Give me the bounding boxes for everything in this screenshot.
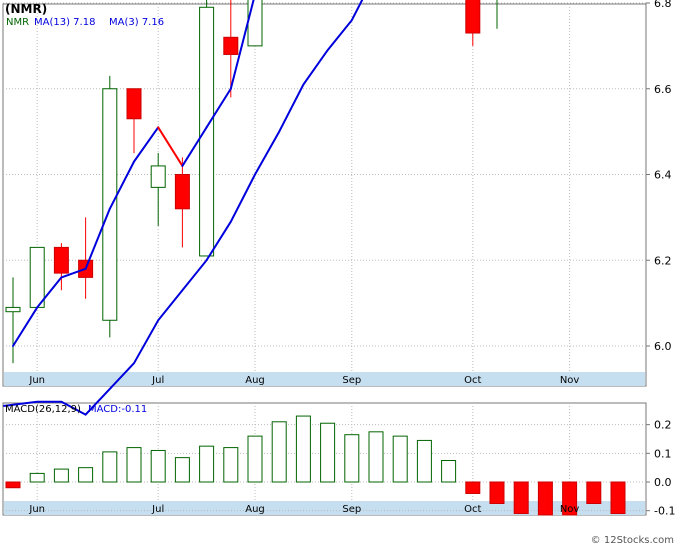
macd-tick-label: -0.1: [654, 505, 675, 518]
candle-body: [102, 88, 118, 321]
macd-bar: [344, 434, 360, 483]
candle-body: [465, 0, 481, 34]
price-tick-label: 6.6: [654, 83, 672, 96]
candle-body: [174, 174, 190, 210]
macd-bar: [126, 447, 142, 483]
macd-bar: [53, 468, 69, 483]
ma3-segment: [84, 207, 111, 270]
candle-body: [126, 88, 142, 120]
macd-bar: [416, 439, 432, 483]
macd-bar: [199, 445, 215, 483]
macd-bar: [29, 472, 45, 483]
price-tick-label: 6.4: [654, 169, 672, 182]
footer-credit: © 12Stocks.com: [591, 535, 674, 546]
price-legend-item: NMR: [6, 17, 29, 28]
macd-bar: [174, 457, 190, 483]
macd-x-label: Aug: [245, 504, 265, 515]
macd-bar: [5, 481, 21, 489]
macd-bar: [489, 481, 505, 505]
price-x-label: Nov: [560, 375, 580, 386]
price-tick-label: 6.2: [654, 254, 672, 267]
chart-title: (NMR): [5, 2, 47, 16]
price-axis-band: [4, 372, 645, 386]
macd-bar: [465, 481, 481, 494]
ma3-segment: [229, 0, 255, 90]
macd-bar: [586, 481, 602, 505]
macd-bar: [271, 421, 287, 483]
macd-bar: [368, 431, 384, 483]
candle-body: [29, 246, 45, 308]
macd-bar: [392, 435, 408, 483]
ma3-segment: [12, 306, 39, 347]
ma3-segment: [36, 276, 63, 309]
price-x-label: Jul: [151, 375, 164, 386]
macd-x-label: Oct: [464, 504, 481, 515]
ma3-segment: [181, 126, 208, 167]
candle-body: [150, 165, 166, 188]
macd-bar: [513, 481, 529, 515]
macd-bar: [295, 415, 311, 483]
price-x-label: Oct: [464, 375, 481, 386]
macd-x-label: Jul: [151, 504, 164, 515]
candle-body: [5, 306, 21, 313]
price-x-label: Aug: [245, 375, 265, 386]
macd-bar: [150, 449, 166, 483]
price-tick-label: 6.8: [654, 0, 672, 10]
ma13-line: [3, 0, 364, 416]
ma3-segment: [108, 160, 135, 210]
macd-bar: [223, 447, 239, 483]
macd-legend-name: MACD(26,12,9): [5, 404, 81, 415]
macd-x-label: Jun: [28, 504, 45, 515]
price-x-label: Sep: [342, 375, 361, 386]
price-legend-item: MA(13) 7.18: [34, 17, 95, 28]
macd-tick-label: 0.0: [654, 476, 672, 489]
macd-bar: [562, 481, 578, 516]
price-legend-item: MA(3) 7.16: [109, 17, 164, 28]
candle-body: [53, 246, 69, 274]
macd-bar: [247, 435, 263, 483]
candle-body: [199, 6, 215, 257]
price-x-label: Jun: [28, 375, 45, 386]
macd-tick-label: 0.2: [654, 419, 672, 432]
macd-tick-label: 0.1: [654, 447, 672, 460]
ma3-segment: [133, 126, 160, 163]
macd-bar: [537, 481, 553, 516]
candle-body: [223, 36, 239, 55]
macd-x-label: Nov: [560, 504, 580, 515]
macd-legend-value: MACD:-0.11: [88, 404, 147, 415]
macd-bar: [320, 422, 336, 483]
price-tick-label: 6.0: [654, 340, 672, 353]
macd-bar: [610, 481, 626, 515]
macd-bar: [102, 451, 118, 483]
macd-axis-band: [4, 501, 645, 515]
candle-body: [247, 0, 263, 47]
ma3-segment: [205, 87, 232, 129]
price-panel: [2, 3, 647, 387]
macd-bar: [441, 459, 457, 483]
ma3-segment: [157, 126, 184, 167]
ma3-segment: [60, 267, 87, 279]
macd-bar: [78, 467, 94, 483]
macd-x-label: Sep: [342, 504, 361, 515]
